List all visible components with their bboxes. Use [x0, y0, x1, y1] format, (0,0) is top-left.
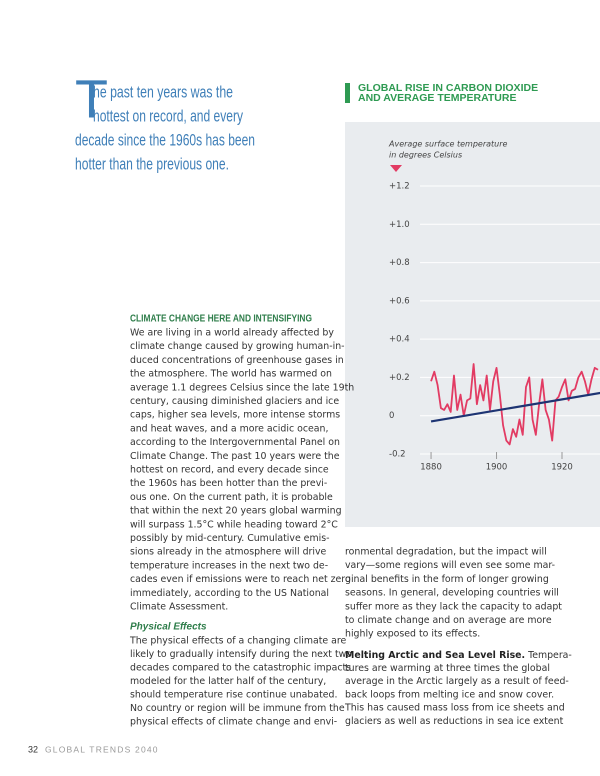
- pull-quote-line: hotter than the previous one.: [75, 154, 229, 173]
- body-line: The physical effects of a changing clima…: [129, 636, 347, 647]
- body-line: ous one. On the current path, it is prob…: [130, 492, 333, 503]
- pull-quote-line: hottest on record, and every: [93, 106, 243, 125]
- body-line: suffer more as they lack the capacity to…: [345, 601, 562, 612]
- body-line: seasons. In general, developing countrie…: [345, 588, 559, 599]
- body-line: will surpass 1.5°C while heading toward …: [130, 519, 338, 530]
- chart-panel: [345, 122, 600, 527]
- body-line: Tempera-: [525, 650, 572, 661]
- line-series: [430, 363, 599, 446]
- body-line: the 1960s has been hotter than the previ…: [130, 478, 327, 489]
- body-line: and heat waves, and a more acidic ocean,: [130, 423, 328, 434]
- body-line: vary—some regions will even see some mar…: [345, 560, 555, 571]
- chart-title: AND AVERAGE TEMPERATURE: [358, 92, 516, 104]
- body-line: hottest on record, and every decade sinc…: [130, 465, 329, 476]
- pull-quote-line: he past ten years was the: [93, 82, 233, 101]
- y-tick-label: +1.0: [389, 220, 410, 230]
- running-title: GLOBAL TRENDS 2040: [45, 744, 159, 754]
- body-line: Climate Assessment.: [130, 602, 228, 613]
- body-line: possibly by mid-century. Cumulative emis…: [130, 533, 329, 544]
- body-line: decades compared to the catastrophic imp…: [130, 663, 351, 674]
- body-line: likely to gradually intensify during the…: [130, 649, 352, 660]
- body-line: the atmosphere. The world has warmed on: [130, 369, 332, 380]
- x-tick-label: 1880: [420, 463, 442, 473]
- body-line: back loops from melting ice and snow cov…: [345, 689, 554, 700]
- body-line: physical effects of climate change and e…: [130, 717, 337, 728]
- body-line: century, causing diminished glaciers and…: [130, 396, 339, 407]
- line-series: [430, 391, 600, 423]
- drop-cap: T: [75, 69, 108, 129]
- y-tick-label: +1.2: [389, 182, 410, 192]
- section-heading: CLIMATE CHANGE HERE AND INTENSIFYING: [130, 314, 312, 325]
- y-tick-label: 0: [389, 411, 394, 421]
- body-line: glaciers as well as reductions in sea ic…: [345, 716, 564, 727]
- axis-label: Average surface temperature: [388, 140, 508, 149]
- body-line: modeled for the latter half of the centu…: [130, 676, 326, 687]
- run-in-paragraph: Melting Arctic and Sea Level Rise. Tempe…: [345, 650, 572, 661]
- axis-label: in degrees Celsius: [389, 151, 462, 160]
- axis-marker: [390, 165, 402, 172]
- body-line: average 1.1 degrees Celsius since the la…: [130, 382, 354, 393]
- x-tick-label: 1900: [486, 463, 508, 473]
- body-line: immediately, according to the US Nationa…: [130, 588, 329, 599]
- title-bar: [345, 83, 350, 103]
- body-line: according to the Intergovernmental Panel…: [130, 437, 340, 448]
- x-tick-label: 1920: [551, 463, 573, 473]
- body-line: ginal benefits in the form of longer gro…: [345, 574, 549, 585]
- body-line: cades even if emissions were to reach ne…: [130, 574, 351, 585]
- body-line: sions already in the atmosphere will dri…: [130, 547, 327, 558]
- y-tick-label: +0.6: [389, 296, 410, 306]
- y-tick-label: -0.2: [389, 450, 406, 460]
- body-line: temperature increases in the next two de…: [130, 560, 328, 571]
- y-tick-label: +0.8: [389, 258, 410, 268]
- body-line: highly exposed to its effects.: [345, 629, 480, 640]
- y-tick-label: +0.2: [389, 373, 410, 383]
- run-in-heading: Melting Arctic and Sea Level Rise.: [345, 650, 525, 661]
- y-tick-label: +0.4: [389, 335, 410, 345]
- body-line: No country or region will be immune from…: [130, 703, 345, 714]
- body-line: should temperature rise continue unabate…: [130, 690, 337, 701]
- body-line: caps, higher sea levels, more intense st…: [130, 410, 340, 421]
- body-line: We are living in a world already affecte…: [130, 328, 334, 339]
- body-line: Climate Change. The past 10 years were t…: [130, 451, 340, 462]
- page-number: 32: [28, 744, 38, 754]
- body-line: to climate change and on average are mor…: [345, 615, 552, 626]
- body-line: climate change caused by growing human-i…: [130, 341, 345, 352]
- body-line: average in the Arctic largely as a resul…: [345, 676, 569, 687]
- body-line: tures are warming at three times the glo…: [345, 663, 550, 674]
- body-line: This has caused mass loss from ice sheet…: [344, 703, 565, 714]
- body-line: that within the next 20 years global war…: [130, 506, 342, 517]
- chart-title: GLOBAL RISE IN CARBON DIOXIDE: [358, 82, 538, 94]
- body-line: ronmental degradation, but the impact wi…: [345, 547, 547, 558]
- pull-quote-line: decade since the 1960s has been: [75, 130, 255, 149]
- subheading: Physical Effects: [130, 622, 207, 633]
- body-line: duced concentrations of greenhouse gases…: [130, 355, 344, 366]
